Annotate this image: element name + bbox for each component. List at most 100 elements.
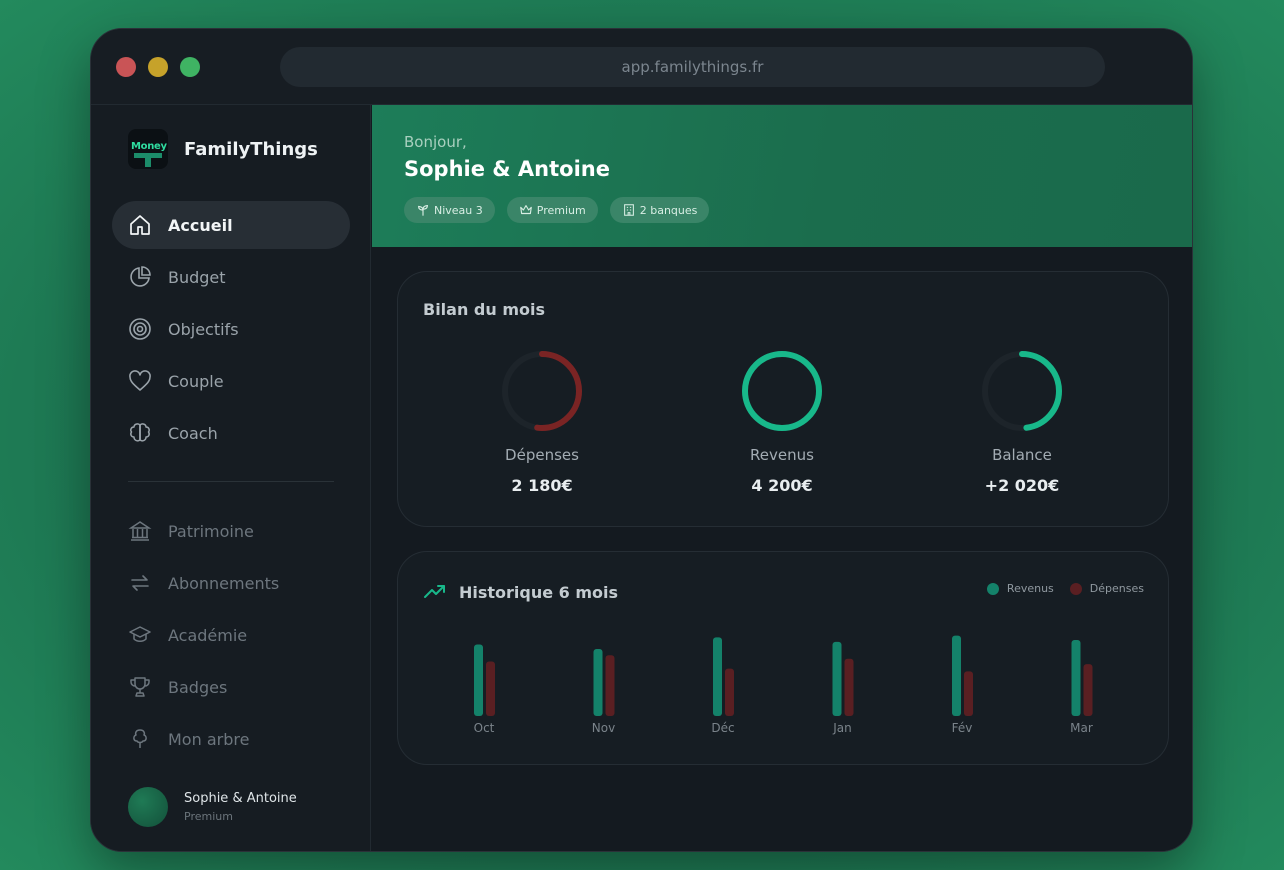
expense-bar-jan[interactable] <box>844 658 854 716</box>
banks-badge: 2 banques <box>609 197 710 223</box>
expense-bar-déc[interactable] <box>725 668 734 716</box>
legend-swatch <box>1069 582 1082 595</box>
browser-window: app.familythings.fr Money FamilyThings A… <box>90 28 1193 852</box>
balance-ring <box>982 351 1062 431</box>
ring-progress-arc <box>742 351 822 431</box>
summary-value: 2 180€ <box>511 476 573 495</box>
home-icon <box>130 215 150 235</box>
tree-icon <box>133 729 147 748</box>
card-title: Bilan du mois <box>423 300 546 319</box>
summary-balance: Balance +2 020€ <box>942 348 1102 495</box>
nav-item-couple[interactable]: Couple <box>112 357 350 405</box>
target-icon <box>129 318 151 340</box>
legend-swatch <box>986 582 999 595</box>
nav-label: Badges <box>168 677 228 697</box>
nav-label: Objectifs <box>168 319 239 339</box>
pill-label: Premium <box>536 203 586 217</box>
nav-label: Mon arbre <box>168 729 250 749</box>
repeat-icon <box>131 575 149 591</box>
income-bar-nov[interactable] <box>593 648 603 716</box>
nav-item-academie[interactable]: Académie <box>112 611 350 659</box>
brand-logo: Money <box>128 129 168 169</box>
legend-income: Revenus <box>986 582 1054 595</box>
plan-badge: Premium <box>506 197 598 223</box>
nav-item-accueil[interactable]: Accueil <box>112 201 350 249</box>
x-tick-label: Nov <box>592 721 615 735</box>
trending-up-icon <box>424 585 445 598</box>
x-tick-label: Oct <box>474 721 495 735</box>
income-bar-oct[interactable] <box>474 644 483 716</box>
bank-icon <box>128 521 152 541</box>
nav-divider <box>128 481 334 482</box>
ring-progress-arc <box>502 351 582 431</box>
graduation-cap-icon <box>129 626 151 642</box>
income-ring <box>742 351 822 431</box>
nav-label: Abonnements <box>168 573 280 593</box>
expense-bar-fév[interactable] <box>964 671 973 716</box>
nav-label: Accueil <box>168 215 233 235</box>
user-name: Sophie & Antoine <box>184 791 297 806</box>
brand[interactable]: Money FamilyThings <box>128 129 318 169</box>
income-bar-déc[interactable] <box>713 637 722 716</box>
nav-label: Budget <box>168 267 226 287</box>
level-badge: Niveau 3 <box>404 197 495 223</box>
address-bar[interactable]: app.familythings.fr <box>280 47 1105 87</box>
nav-label: Coach <box>168 423 218 443</box>
maximize-window-button[interactable] <box>180 57 200 77</box>
welcome-banner: Bonjour, Sophie & Antoine Niveau 3 Premi… <box>372 105 1192 247</box>
income-bar-jan[interactable] <box>832 641 842 716</box>
expense-bar-mar[interactable] <box>1083 664 1093 716</box>
nav-item-coach[interactable]: Coach <box>112 409 350 457</box>
title-bar: app.familythings.fr <box>91 29 1192 105</box>
nav-item-badges[interactable]: Badges <box>112 663 350 711</box>
brand-name: FamilyThings <box>184 138 318 160</box>
history-header: Historique 6 mois <box>423 580 618 604</box>
income-bar-fév[interactable] <box>952 635 961 716</box>
legend-label: Dépenses <box>1089 582 1144 595</box>
x-tick-label: Déc <box>711 721 734 735</box>
summary-label: Revenus <box>750 446 814 464</box>
greeting: Bonjour, <box>404 133 467 151</box>
trophy-icon <box>130 677 150 697</box>
chart-legend: Revenus Dépenses <box>971 582 1144 595</box>
ring-progress-arc <box>982 351 1062 431</box>
sprout-icon <box>418 205 428 216</box>
nav-label: Patrimoine <box>168 521 254 541</box>
user-profile[interactable]: Sophie & Antoine Premium <box>128 787 297 827</box>
building-icon <box>623 204 634 216</box>
nav-item-objectifs[interactable]: Objectifs <box>112 305 350 353</box>
expenses-ring <box>502 351 582 431</box>
summary-label: Balance <box>992 446 1052 464</box>
brain-icon <box>130 423 150 442</box>
pill-label: Niveau 3 <box>434 203 483 217</box>
pill-label: 2 banques <box>639 203 698 217</box>
nav-item-budget[interactable]: Budget <box>112 253 350 301</box>
legend-label: Revenus <box>1006 582 1054 595</box>
nav-item-mon-arbre[interactable]: Mon arbre <box>112 715 350 763</box>
monthly-summary-card: Bilan du mois Dépenses 2 180€ Revenus 4 … <box>397 271 1169 527</box>
history-chart: Oct Nov Déc Jan Fév Mar <box>474 635 1093 735</box>
x-tick-label: Fév <box>952 721 973 735</box>
legend-expense: Dépenses <box>1069 582 1144 595</box>
x-tick-label: Jan <box>832 721 852 735</box>
pie-chart-icon <box>130 266 151 287</box>
sidebar: Money FamilyThings Accueil Budget Object… <box>91 105 371 851</box>
history-card: Historique 6 mois Revenus Dépenses Oct No… <box>397 551 1169 765</box>
summary-label: Dépenses <box>505 446 579 464</box>
heart-icon <box>129 370 151 391</box>
nav-item-patrimoine[interactable]: Patrimoine <box>112 507 350 555</box>
minimize-window-button[interactable] <box>148 57 168 77</box>
nav-item-abonnements[interactable]: Abonnements <box>112 559 350 607</box>
expense-bar-oct[interactable] <box>486 661 495 716</box>
x-tick-label: Mar <box>1070 721 1093 735</box>
expense-bar-nov[interactable] <box>605 655 615 716</box>
nav-label: Académie <box>168 625 248 645</box>
close-window-button[interactable] <box>116 57 136 77</box>
summary-value: 4 200€ <box>751 476 813 495</box>
status-pills: Niveau 3 Premium 2 banques <box>404 197 721 223</box>
summary-value: +2 020€ <box>984 476 1060 495</box>
user-plan: Premium <box>184 810 233 823</box>
income-bar-mar[interactable] <box>1071 640 1081 716</box>
avatar <box>128 787 168 827</box>
crown-icon <box>519 205 532 215</box>
